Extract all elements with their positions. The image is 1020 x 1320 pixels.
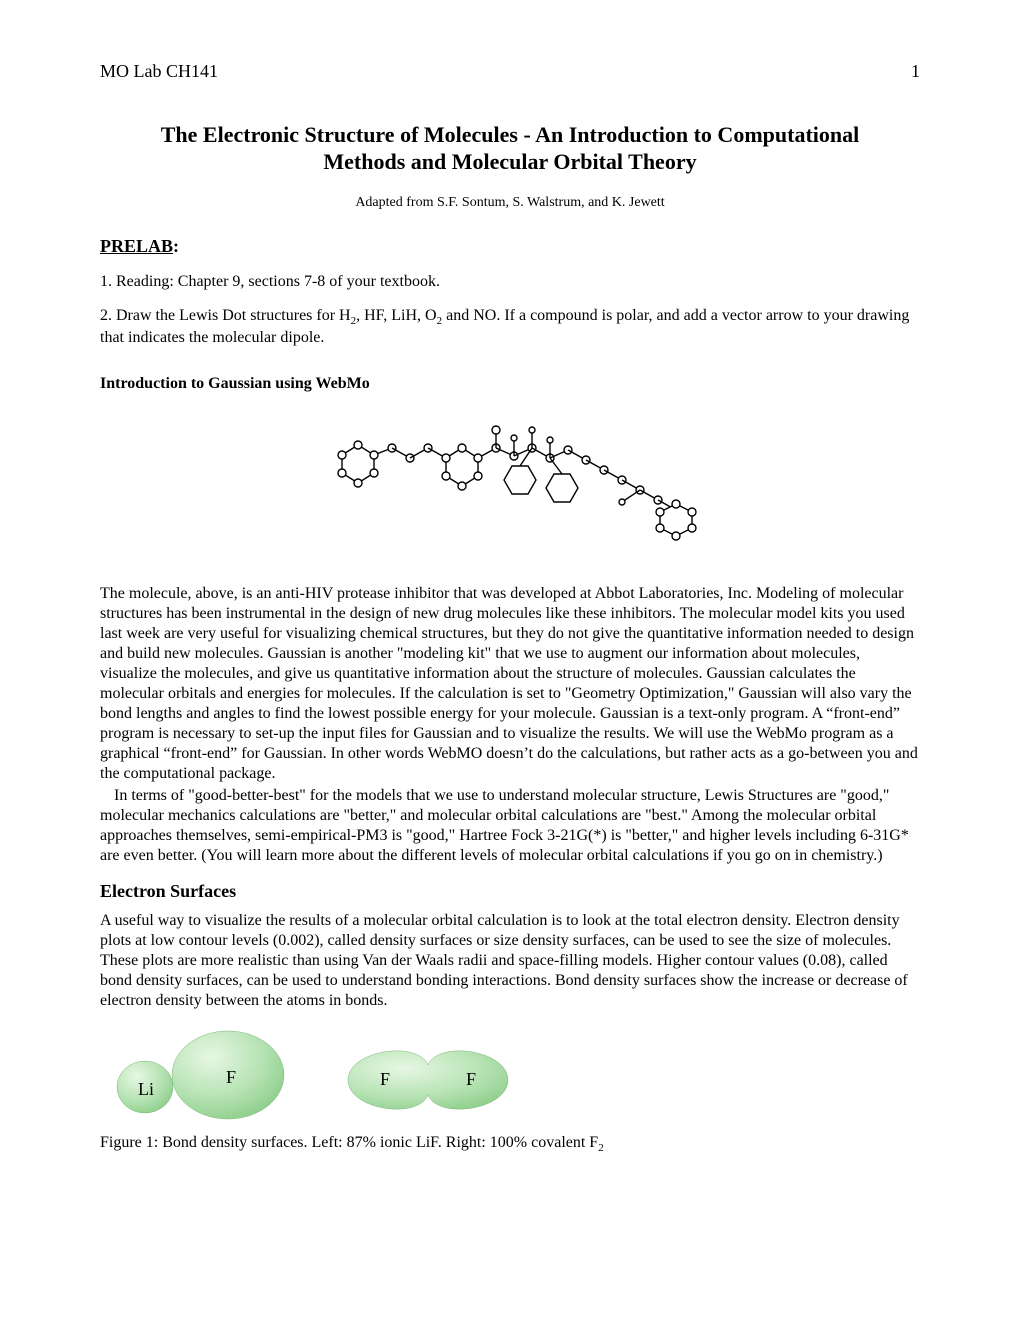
header-left: MO Lab CH141 [100,60,218,83]
prelab-heading: PRELAB: [100,235,920,258]
f-label-2: F [466,1069,476,1089]
density-surfaces-figure: Li F F F [100,1025,920,1125]
molecule-structure-diagram [320,400,700,570]
intro-subheading: Introduction to Gaussian using WebMo [100,374,920,394]
body-paragraph-2: In terms of "good-better-best" for the m… [100,786,920,866]
f-label-1: F [380,1069,390,1089]
figure-1-caption: Figure 1: Bond density surfaces. Left: 8… [100,1133,920,1156]
electron-surfaces-heading: Electron Surfaces [100,880,920,903]
prelab-label: PRELAB [100,236,173,256]
prelab-item-2: 2. Draw the Lewis Dot structures for H2,… [100,306,920,349]
running-header: MO Lab CH141 1 [100,60,920,83]
f-label-left: F [226,1067,236,1087]
page-title: The Electronic Structure of Molecules - … [130,121,890,176]
prelab-item-1: 1. Reading: Chapter 9, sections 7-8 of y… [100,272,920,292]
lif-density-surface: Li F [100,1025,300,1125]
li-label: Li [138,1079,154,1099]
body-paragraph-1: The molecule, above, is an anti-HIV prot… [100,584,920,784]
header-page-number: 1 [911,60,920,83]
adapted-from: Adapted from S.F. Sontum, S. Walstrum, a… [100,194,920,212]
electron-surfaces-paragraph: A useful way to visualize the results of… [100,911,920,1011]
f2-density-surface: F F [318,1025,538,1125]
prelab-colon: : [173,236,179,256]
